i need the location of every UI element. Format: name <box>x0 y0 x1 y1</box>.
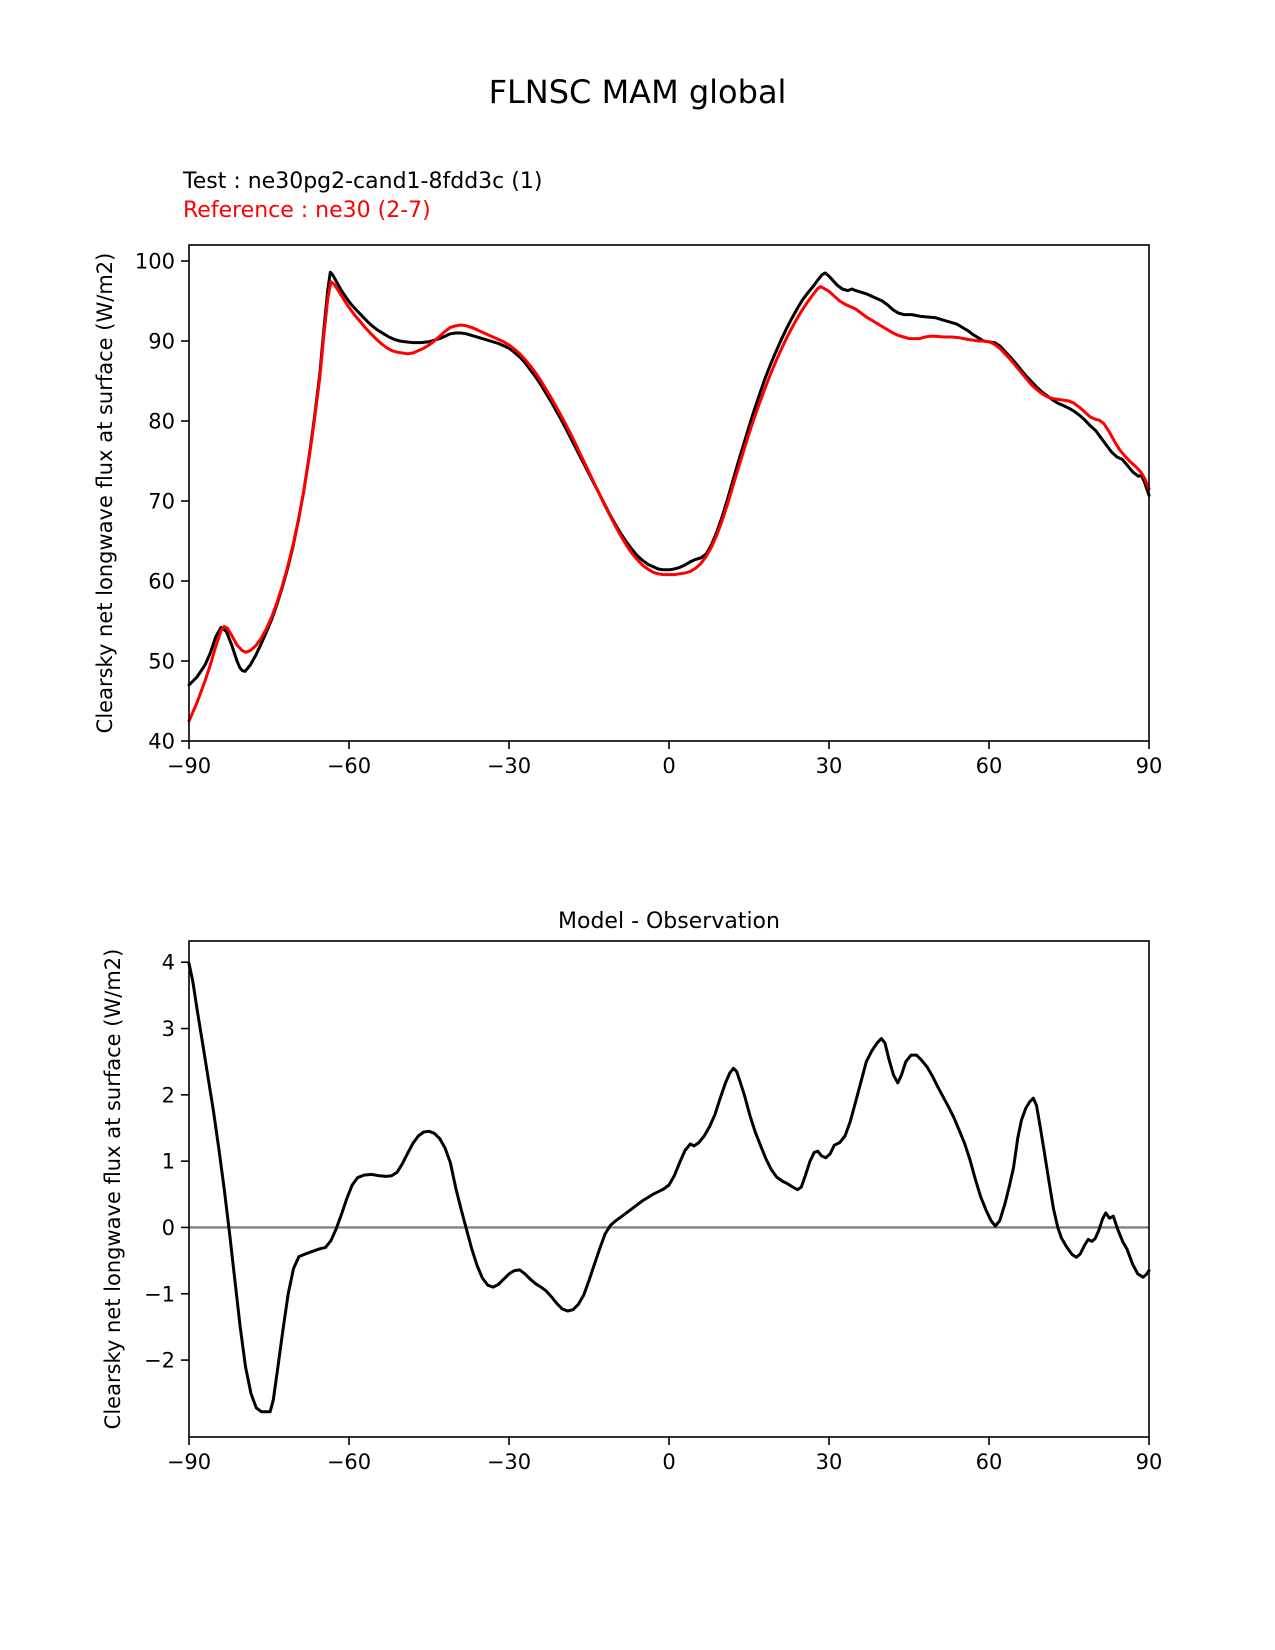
y-tick-label: 2 <box>162 1083 175 1107</box>
y-tick-label: 0 <box>162 1216 175 1240</box>
y-tick-label: 70 <box>148 490 175 514</box>
y-tick-label: 3 <box>162 1017 175 1041</box>
y-tick-label: 1 <box>162 1150 175 1174</box>
x-tick-label: −30 <box>487 754 531 778</box>
x-tick-label: 0 <box>662 754 675 778</box>
axes-spines <box>188 244 1150 742</box>
legend-test-label: Test : ne30pg2-cand1-8fdd3c (1) <box>183 169 543 194</box>
y-tick-label: 4 <box>162 951 175 975</box>
y-tick-label: −2 <box>144 1349 175 1373</box>
y-tick-label: 80 <box>148 410 175 434</box>
y-tick-label: −1 <box>144 1282 175 1306</box>
x-tick-label: 30 <box>816 1450 843 1474</box>
x-tick-label: −60 <box>327 754 371 778</box>
y-tick-label: 50 <box>148 650 175 674</box>
difference-line <box>187 962 1151 1414</box>
flux-profile-plot: −90 −60 −30 0 30 60 90 40 50 60 70 80 90 100 Clearsky … <box>93 244 1163 778</box>
y-tick-label: 60 <box>148 570 175 594</box>
y-tick-label: 90 <box>148 330 175 354</box>
x-tick-label: −90 <box>167 1450 211 1474</box>
y-axis-label: Clearsky net longwave flux at surface (W… <box>93 253 117 734</box>
difference-plot: −90 −60 −30 0 30 60 90 −2 −1 0 1 2 3 4 Model - Observa… <box>101 909 1162 1474</box>
x-tick-label: 90 <box>1136 1450 1163 1474</box>
x-tick-label: 0 <box>662 1450 675 1474</box>
x-tick-label: −90 <box>167 754 211 778</box>
y-tick-label: 40 <box>148 730 175 754</box>
x-tick-label: 60 <box>976 1450 1003 1474</box>
x-tick-label: 30 <box>816 754 843 778</box>
subplot-title: Model - Observation <box>558 909 780 934</box>
x-tick-label: −30 <box>487 1450 531 1474</box>
figure-title: FLNSC MAM global <box>488 73 787 111</box>
y-tick-label: 100 <box>135 250 175 274</box>
x-tick-label: 60 <box>976 754 1003 778</box>
y-axis-label: Clearsky net longwave flux at surface (W… <box>101 949 125 1430</box>
x-tick-label: 90 <box>1136 754 1163 778</box>
test-line <box>187 270 1151 687</box>
x-tick-label: −60 <box>327 1450 371 1474</box>
axes-spines <box>188 940 1150 1438</box>
reference-line <box>187 280 1151 723</box>
legend-reference-label: Reference : ne30 (2-7) <box>183 198 431 223</box>
